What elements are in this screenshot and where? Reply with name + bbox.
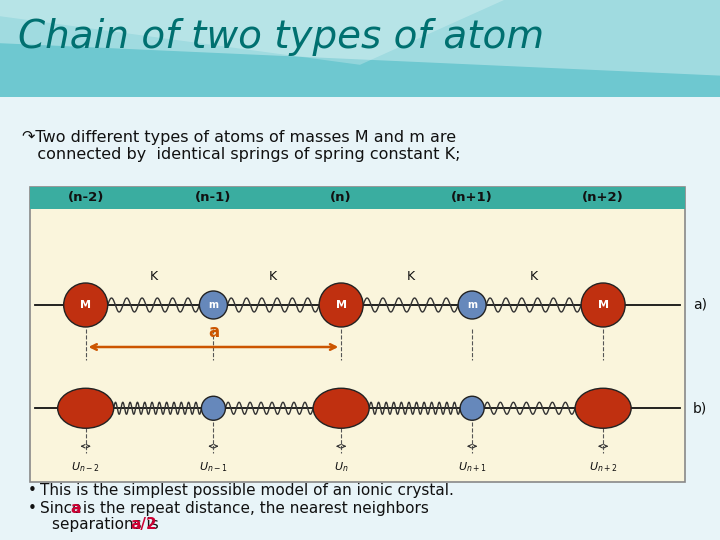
Text: (n-2): (n-2): [68, 192, 104, 205]
Text: M: M: [598, 300, 608, 310]
Ellipse shape: [313, 388, 369, 428]
Text: M: M: [336, 300, 346, 310]
Text: $U_{n-1}$: $U_{n-1}$: [199, 460, 228, 474]
Text: a): a): [693, 298, 707, 312]
Text: is the repeat distance, the nearest neighbors: is the repeat distance, the nearest neig…: [78, 501, 429, 516]
Text: (n+2): (n+2): [582, 192, 624, 205]
Text: K: K: [269, 270, 277, 283]
Text: •: •: [28, 501, 37, 516]
Text: Since: Since: [40, 501, 86, 516]
Circle shape: [202, 396, 225, 420]
Text: b): b): [693, 401, 707, 415]
Text: Chain of two types of atom: Chain of two types of atom: [18, 18, 544, 56]
Circle shape: [458, 291, 486, 319]
Circle shape: [63, 283, 108, 327]
Text: (n+1): (n+1): [451, 192, 493, 205]
Text: a: a: [208, 323, 219, 341]
Ellipse shape: [575, 388, 631, 428]
Circle shape: [460, 396, 484, 420]
Text: $U_{n-2}$: $U_{n-2}$: [71, 460, 100, 474]
Text: m: m: [208, 300, 218, 310]
Text: K: K: [530, 270, 538, 283]
Polygon shape: [0, 0, 504, 65]
Polygon shape: [0, 0, 720, 76]
Text: a/2: a/2: [130, 517, 157, 532]
Ellipse shape: [58, 388, 114, 428]
Text: connected by  identical springs of spring constant K;: connected by identical springs of spring…: [22, 146, 461, 161]
Text: •: •: [28, 483, 37, 498]
Text: (n): (n): [330, 192, 352, 205]
Text: separations is: separations is: [52, 517, 163, 532]
Text: ↷Two different types of atoms of masses M and m are: ↷Two different types of atoms of masses …: [22, 130, 456, 145]
Text: K: K: [407, 270, 415, 283]
Text: $U_{n+2}$: $U_{n+2}$: [589, 460, 618, 474]
Bar: [0, 0, 720, 97]
Circle shape: [199, 291, 228, 319]
Text: $U_{n}$: $U_{n}$: [334, 460, 348, 474]
Text: (n-1): (n-1): [195, 192, 232, 205]
Bar: [30, 187, 685, 209]
Text: m: m: [467, 300, 477, 310]
Circle shape: [319, 283, 363, 327]
Circle shape: [581, 283, 625, 327]
Bar: [30, 187, 685, 482]
Text: This is the simplest possible model of an ionic crystal.: This is the simplest possible model of a…: [40, 483, 454, 498]
Text: M: M: [80, 300, 91, 310]
Text: $U_{n+1}$: $U_{n+1}$: [458, 460, 487, 474]
Text: a: a: [70, 501, 81, 516]
Text: K: K: [150, 270, 158, 283]
